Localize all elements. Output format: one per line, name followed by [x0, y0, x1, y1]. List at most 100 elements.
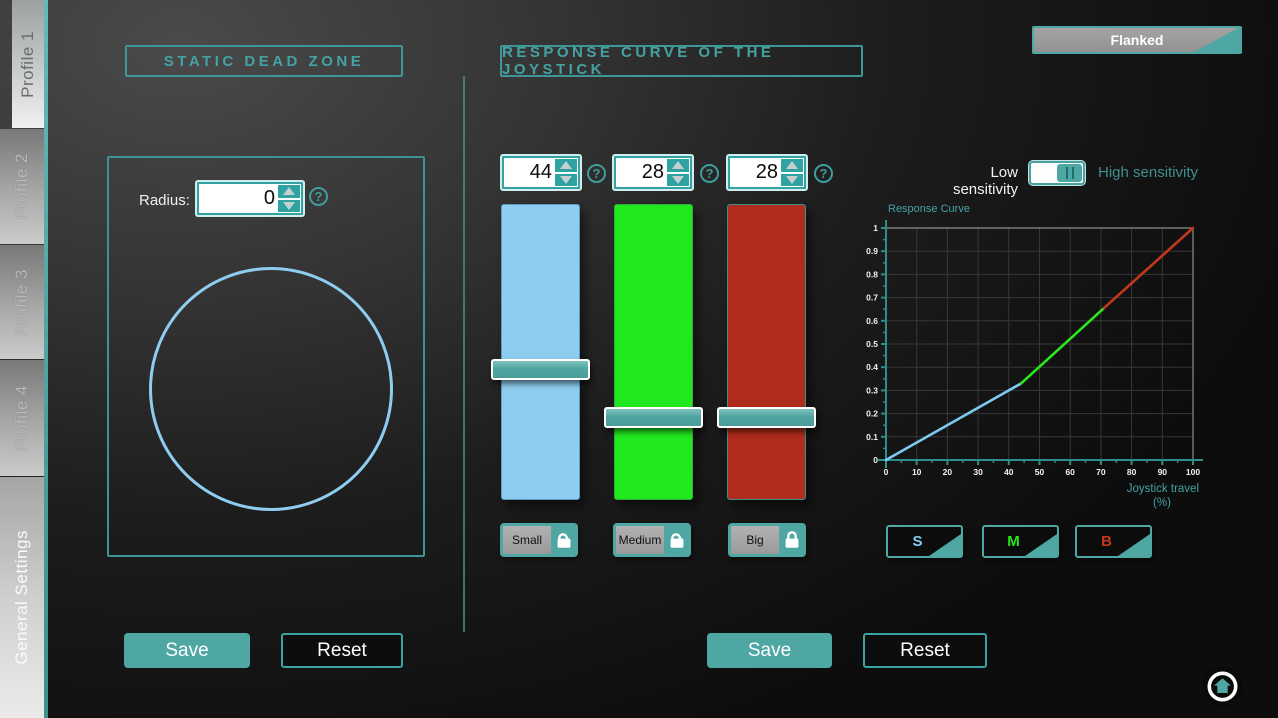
arrow-up-icon: [283, 187, 295, 196]
response-save-button[interactable]: Save: [707, 633, 832, 668]
home-button[interactable]: [1202, 666, 1243, 707]
tab-label: Profile 1: [18, 30, 37, 98]
medium-letter: M: [1007, 533, 1020, 550]
svg-text:40: 40: [1004, 467, 1014, 477]
small-zone-slider-handle[interactable]: [491, 359, 590, 381]
sidebar-tab-profile-4[interactable]: Profile 4: [0, 360, 44, 476]
spin-up-button[interactable]: [555, 159, 577, 172]
small-zone-spinner[interactable]: 44: [500, 154, 582, 191]
arrow-up-icon: [786, 161, 798, 170]
radius-value: 0: [263, 187, 275, 209]
spinner-buttons: [278, 185, 300, 212]
big-zone-spinner[interactable]: 28: [726, 154, 808, 191]
medium-curve-button[interactable]: M: [982, 525, 1059, 558]
spin-down-button[interactable]: [278, 199, 300, 212]
home-icon: [1202, 666, 1243, 707]
svg-text:30: 30: [973, 467, 983, 477]
arrow-down-icon: [786, 175, 798, 184]
padlock-locked-icon: [785, 531, 799, 548]
svg-text:0.5: 0.5: [866, 339, 878, 349]
tab-label: Profile 3: [12, 268, 31, 336]
medium-lock-button[interactable]: Medium: [613, 523, 691, 557]
svg-text:0: 0: [873, 455, 878, 465]
sidebar-tab-profile-2[interactable]: Profile 2: [0, 129, 44, 244]
big-zone-slider-handle[interactable]: [717, 406, 816, 428]
dead-zone-circle: [149, 267, 393, 511]
arrow-up-icon: [560, 161, 572, 170]
lock-label: Big: [731, 526, 779, 554]
sidebar-tab-profile-1[interactable]: Profile 1: [12, 0, 44, 128]
svg-text:50: 50: [1035, 467, 1045, 477]
tab-label: Profile 4: [12, 384, 31, 452]
small-curve-button[interactable]: S: [886, 525, 963, 558]
big-lock-button[interactable]: Big: [728, 523, 806, 557]
big-zone-help-icon[interactable]: ?: [814, 164, 833, 183]
svg-text:0.4: 0.4: [866, 362, 878, 372]
dead-zone-reset-button[interactable]: Reset: [281, 633, 403, 668]
spin-down-button[interactable]: [781, 173, 803, 186]
svg-text:0.7: 0.7: [866, 293, 878, 303]
big-zone-slider-track[interactable]: [727, 204, 806, 500]
small-zone-help-icon[interactable]: ?: [587, 164, 606, 183]
svg-text:0.2: 0.2: [866, 409, 878, 419]
spinner-buttons: [781, 159, 803, 186]
radius-help-icon[interactable]: ?: [309, 187, 328, 206]
svg-text:0.6: 0.6: [866, 316, 878, 326]
big-curve-button[interactable]: B: [1075, 525, 1152, 558]
medium-zone-help-icon[interactable]: ?: [700, 164, 719, 183]
sidebar-tab-profile-3[interactable]: Profile 3: [0, 245, 44, 359]
medium-zone-spinner[interactable]: 28: [612, 154, 694, 191]
section-divider: [463, 76, 465, 632]
response-reset-button[interactable]: Reset: [863, 633, 987, 668]
dead-zone-panel: Radius: 0 ?: [107, 156, 425, 557]
svg-text:100: 100: [1186, 467, 1200, 477]
dead-zone-save-button[interactable]: Save: [124, 633, 250, 668]
static-dead-zone-header: STATIC DEAD ZONE: [125, 45, 403, 77]
padlock-open-icon: [670, 533, 684, 548]
medium-zone-slider-handle[interactable]: [604, 406, 703, 428]
lock-label: Small: [503, 526, 551, 554]
response-curve-header: RESPONSE CURVE OF THE JOYSTICK: [500, 44, 863, 78]
big-letter: B: [1101, 533, 1112, 550]
svg-text:Joystick travel: Joystick travel: [1127, 483, 1199, 495]
tab-label: Profile 2: [12, 153, 31, 220]
arrow-down-icon: [560, 175, 572, 184]
button-corner-icon: [1025, 534, 1057, 556]
medium-zone-value: 28: [641, 161, 664, 183]
preset-dropdown[interactable]: Flanked: [1032, 26, 1242, 54]
dropdown-corner-icon: [1194, 28, 1240, 52]
radius-spinner[interactable]: 0: [195, 180, 305, 217]
small-lock-button[interactable]: Small: [500, 523, 578, 557]
arrow-down-icon: [672, 175, 684, 184]
sensitivity-toggle[interactable]: [1028, 160, 1086, 186]
button-corner-icon: [1118, 534, 1150, 556]
svg-text:20: 20: [943, 467, 953, 477]
svg-text:(%): (%): [1153, 497, 1171, 509]
lock-label: Medium: [616, 526, 664, 554]
small-zone-slider-track[interactable]: [501, 204, 580, 500]
svg-text:10: 10: [912, 467, 922, 477]
low-sensitivity-label: Low sensitivity: [952, 164, 1018, 198]
svg-text:0.8: 0.8: [866, 269, 878, 279]
tab-label: General Settings: [12, 530, 31, 665]
radius-label: Radius:: [139, 192, 190, 209]
arrow-down-icon: [283, 201, 295, 210]
svg-text:1: 1: [873, 223, 878, 233]
svg-text:Response Curve: Response Curve: [888, 203, 970, 215]
small-zone-value: 44: [529, 161, 552, 183]
big-zone-value: 28: [755, 161, 778, 183]
spin-up-button[interactable]: [781, 159, 803, 172]
padlock-open-icon: [557, 533, 571, 548]
sidebar-tab-general-settings[interactable]: General Settings: [0, 477, 44, 718]
spin-up-button[interactable]: [667, 159, 689, 172]
spin-up-button[interactable]: [278, 185, 300, 198]
svg-text:0.1: 0.1: [866, 432, 878, 442]
spin-down-button[interactable]: [667, 173, 689, 186]
svg-text:0.9: 0.9: [866, 246, 878, 256]
button-corner-icon: [929, 534, 961, 556]
svg-text:80: 80: [1127, 467, 1137, 477]
medium-zone-slider-track[interactable]: [614, 204, 693, 500]
spin-down-button[interactable]: [555, 173, 577, 186]
small-letter: S: [912, 533, 923, 550]
